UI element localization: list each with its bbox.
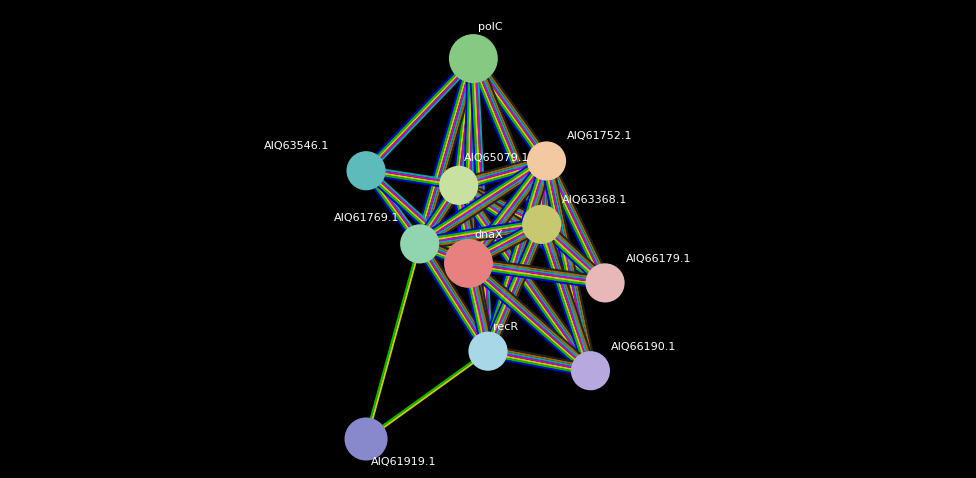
Text: AIQ63546.1: AIQ63546.1 bbox=[264, 141, 329, 151]
Circle shape bbox=[528, 142, 565, 180]
Circle shape bbox=[469, 333, 507, 369]
Text: AIQ66190.1: AIQ66190.1 bbox=[611, 342, 676, 352]
Circle shape bbox=[346, 419, 386, 459]
Text: AIQ61752.1: AIQ61752.1 bbox=[567, 131, 632, 141]
Text: dnaX: dnaX bbox=[475, 230, 504, 240]
Circle shape bbox=[450, 35, 497, 82]
Text: polC: polC bbox=[478, 22, 503, 32]
Circle shape bbox=[347, 152, 385, 189]
Circle shape bbox=[523, 206, 560, 243]
Text: AIQ63368.1: AIQ63368.1 bbox=[562, 195, 628, 205]
Circle shape bbox=[572, 352, 609, 389]
Text: recR: recR bbox=[493, 322, 518, 332]
Circle shape bbox=[440, 167, 477, 204]
Circle shape bbox=[445, 240, 492, 287]
Circle shape bbox=[401, 225, 438, 262]
Text: AIQ61919.1: AIQ61919.1 bbox=[371, 457, 436, 467]
Circle shape bbox=[587, 264, 624, 302]
Text: AIQ66179.1: AIQ66179.1 bbox=[626, 254, 691, 264]
Text: AIQ61769.1: AIQ61769.1 bbox=[335, 213, 400, 223]
Text: AIQ65079.1: AIQ65079.1 bbox=[464, 153, 529, 163]
